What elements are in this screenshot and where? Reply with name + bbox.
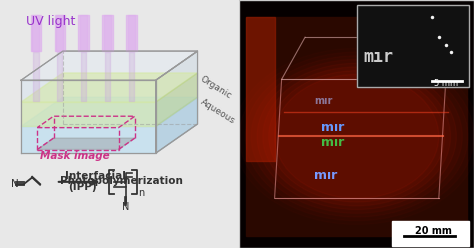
Text: Photopolymerization: Photopolymerization xyxy=(60,176,183,186)
Polygon shape xyxy=(155,51,198,153)
Text: mır: mır xyxy=(314,96,333,106)
Text: n: n xyxy=(138,188,145,198)
Text: Organic: Organic xyxy=(199,74,233,101)
Ellipse shape xyxy=(274,74,439,198)
Ellipse shape xyxy=(257,63,456,210)
Polygon shape xyxy=(21,126,155,153)
Text: 5 mm: 5 mm xyxy=(434,79,458,88)
Bar xyxy=(356,5,469,87)
Text: 20 mm: 20 mm xyxy=(415,226,452,236)
Bar xyxy=(356,5,469,87)
Polygon shape xyxy=(21,51,198,80)
Text: mır: mır xyxy=(314,169,337,182)
Ellipse shape xyxy=(263,67,450,206)
Polygon shape xyxy=(155,73,198,126)
Text: N: N xyxy=(11,179,19,189)
Polygon shape xyxy=(155,97,198,153)
Bar xyxy=(246,17,274,161)
Polygon shape xyxy=(21,80,155,153)
Text: mır: mır xyxy=(364,48,394,66)
Text: Mask image: Mask image xyxy=(39,151,109,161)
Text: (IPP): (IPP) xyxy=(68,182,97,192)
Polygon shape xyxy=(21,73,198,102)
Ellipse shape xyxy=(269,71,445,202)
Polygon shape xyxy=(37,138,135,150)
Text: mır: mır xyxy=(321,122,345,134)
Text: N: N xyxy=(122,202,129,212)
Text: Aqueous: Aqueous xyxy=(199,98,237,126)
Polygon shape xyxy=(21,97,198,126)
Text: mır: mır xyxy=(321,136,345,149)
Bar xyxy=(246,17,467,236)
Text: Interfacial: Interfacial xyxy=(65,171,126,181)
Polygon shape xyxy=(21,102,155,126)
Bar xyxy=(392,221,469,246)
Text: UV light: UV light xyxy=(26,15,75,29)
